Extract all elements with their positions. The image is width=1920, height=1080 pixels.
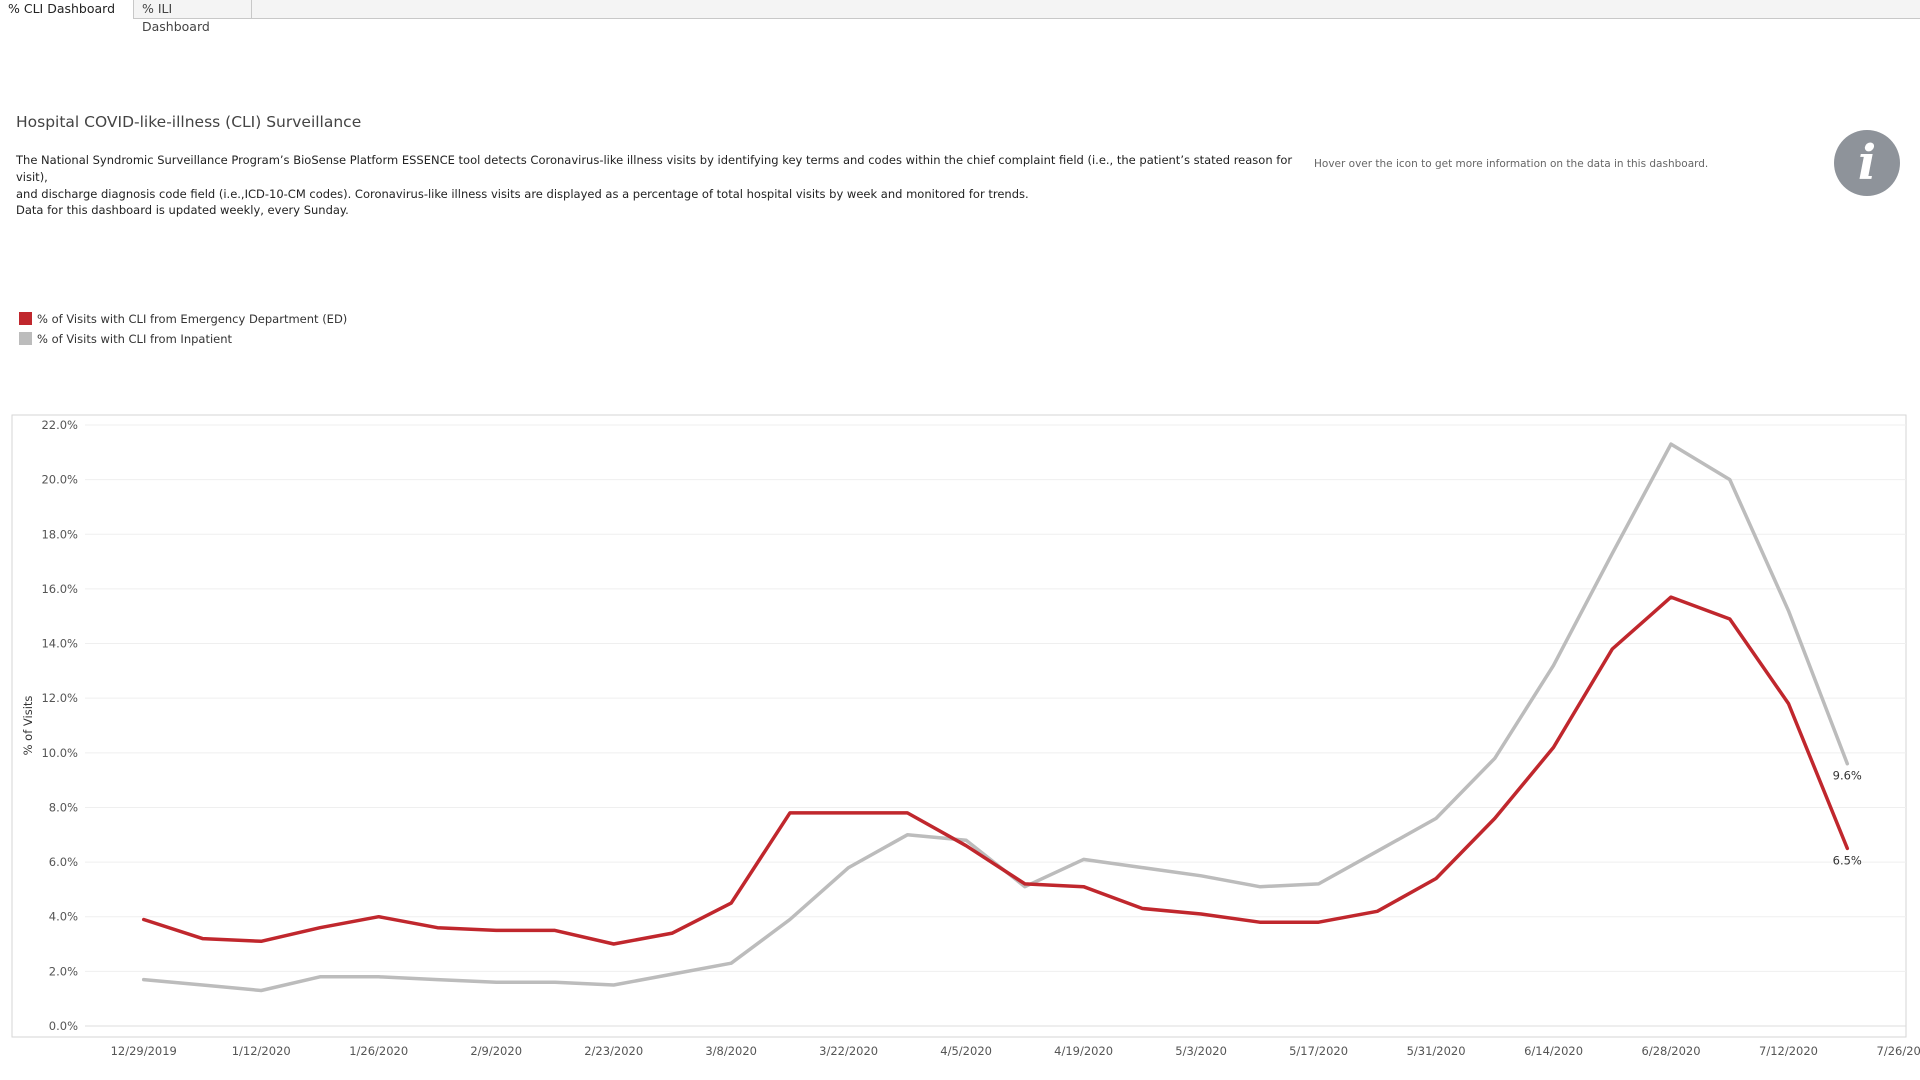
x-tick-label: 4/5/2020 <box>940 1044 992 1058</box>
y-tick-label: 4.0% <box>49 910 78 924</box>
x-tick-label: 1/12/2020 <box>232 1044 291 1058</box>
y-tick-label: 10.0% <box>41 746 78 760</box>
description-line-2: and discharge diagnosis code field (i.e.… <box>16 187 1029 201</box>
y-tick-label: 2.0% <box>49 964 78 978</box>
update-note: Data for this dashboard is updated weekl… <box>16 203 349 217</box>
x-tick-label: 1/26/2020 <box>349 1044 408 1058</box>
info-icon: i <box>1857 135 1877 191</box>
legend-label-ed: % of Visits with CLI from Emergency Depa… <box>37 312 348 326</box>
y-tick-label: 12.0% <box>41 691 78 705</box>
y-tick-label: 22.0% <box>41 418 78 432</box>
series-line-ed <box>141 595 1850 946</box>
plot-frame <box>11 414 1907 1038</box>
y-tick-label: 6.0% <box>49 855 78 869</box>
tab-cli-dashboard[interactable]: % CLI Dashboard <box>0 0 134 19</box>
y-tick-label: 18.0% <box>41 527 78 541</box>
x-tick-label: 2/9/2020 <box>470 1044 522 1058</box>
y-axis-label: % of Visits <box>21 696 35 756</box>
x-tick-label: 12/29/2019 <box>111 1044 177 1058</box>
x-tick-label: 4/19/2020 <box>1054 1044 1113 1058</box>
legend-swatch-ed <box>19 312 32 325</box>
end-label-ed: 6.5% <box>1833 853 1862 867</box>
series-line-inpatient <box>141 442 1850 993</box>
line-chart: 0.0% 2.0% 4.0% 6.0% 8.0% 10.0% 12.0% 14.0% 16.0%… <box>11 414 1920 1058</box>
x-tick-label: 7/12/2020 <box>1759 1044 1818 1058</box>
end-label-inpatient: 9.6% <box>1833 769 1862 783</box>
dashboard-description: The National Syndromic Surveillance Prog… <box>16 152 1306 203</box>
x-tick-label: 6/28/2020 <box>1642 1044 1701 1058</box>
y-tick-label: 20.0% <box>41 473 78 487</box>
legend-label-inpatient: % of Visits with CLI from Inpatient <box>37 332 233 346</box>
dashboard-tab-bar: % CLI Dashboard % ILI Dashboard <box>0 0 1920 34</box>
y-tick-label: 0.0% <box>49 1019 78 1033</box>
info-button[interactable]: i <box>1834 130 1900 196</box>
x-tick-label: 3/8/2020 <box>705 1044 757 1058</box>
y-tick-label: 16.0% <box>41 582 78 596</box>
x-tick-label: 5/17/2020 <box>1289 1044 1348 1058</box>
x-tick-label: 5/31/2020 <box>1407 1044 1466 1058</box>
x-tick-label: 5/3/2020 <box>1175 1044 1227 1058</box>
x-tick-label: 7/26/2020 <box>1877 1044 1920 1058</box>
x-tick-label: 2/23/2020 <box>584 1044 643 1058</box>
hover-note: Hover over the icon to get more informat… <box>1314 158 1709 170</box>
x-tick-label: 3/22/2020 <box>819 1044 878 1058</box>
legend-swatch-inpatient <box>19 332 32 345</box>
y-tick-label: 8.0% <box>49 800 78 814</box>
y-tick-label: 14.0% <box>41 637 78 651</box>
description-line-1: The National Syndromic Surveillance Prog… <box>16 153 1293 184</box>
page-title: Hospital COVID-like-illness (CLI) Survei… <box>16 113 362 131</box>
x-tick-label: 6/14/2020 <box>1524 1044 1583 1058</box>
tab-ili-dashboard[interactable]: % ILI Dashboard <box>134 0 252 34</box>
